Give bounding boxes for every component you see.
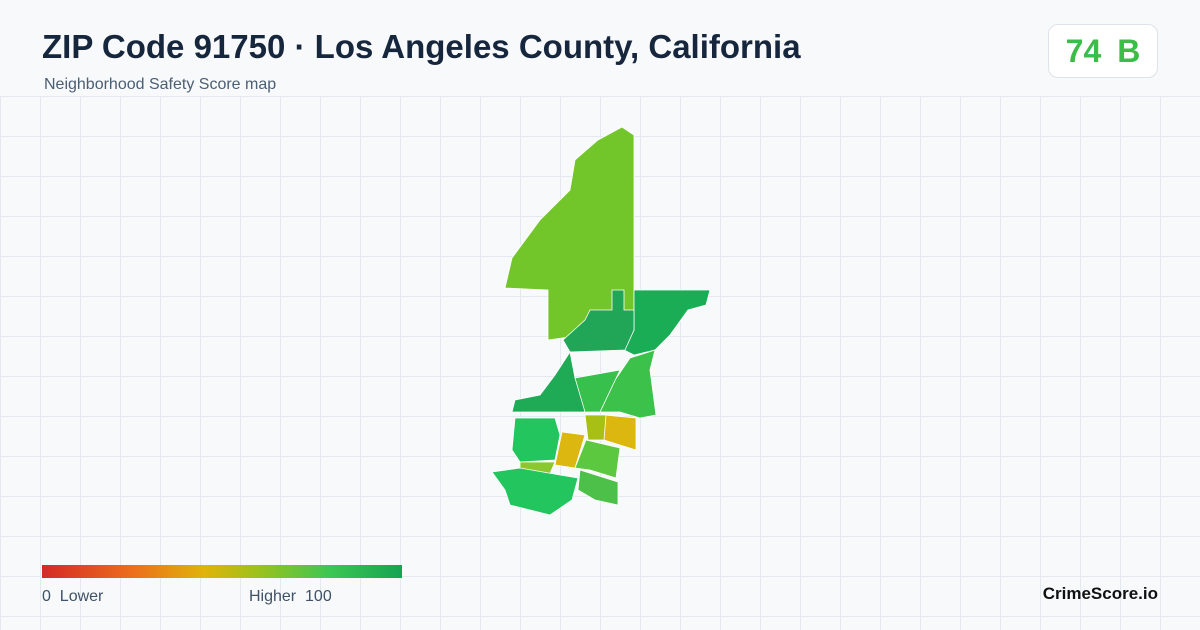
area [584,414,607,441]
area [603,414,637,451]
grade: B [1117,32,1141,69]
legend-max-label: Higher [249,588,297,605]
subtitle: Neighborhood Safety Score map [44,76,277,93]
area [577,469,619,506]
area [599,349,657,419]
area [623,289,711,356]
area [562,289,635,353]
area [511,350,586,413]
legend-gradient [42,565,402,578]
title: ZIP Code 91750 · Los Angeles County, Cal… [42,28,801,65]
area [574,369,621,413]
legend-min: 0 [42,588,51,605]
area [491,467,579,516]
score: 74 [1065,32,1102,69]
area [511,417,561,463]
area [574,439,621,479]
header: ZIP Code 91750 · Los Angeles County, Cal… [0,0,1200,96]
score-badge: 74 B [1048,24,1158,78]
legend-low: 0 Lower [42,588,103,606]
legend-max: 100 [305,588,332,605]
brand: CrimeScore.io [1042,584,1158,603]
legend-high: Higher 100 [249,588,332,606]
legend-min-label: Lower [59,588,104,605]
